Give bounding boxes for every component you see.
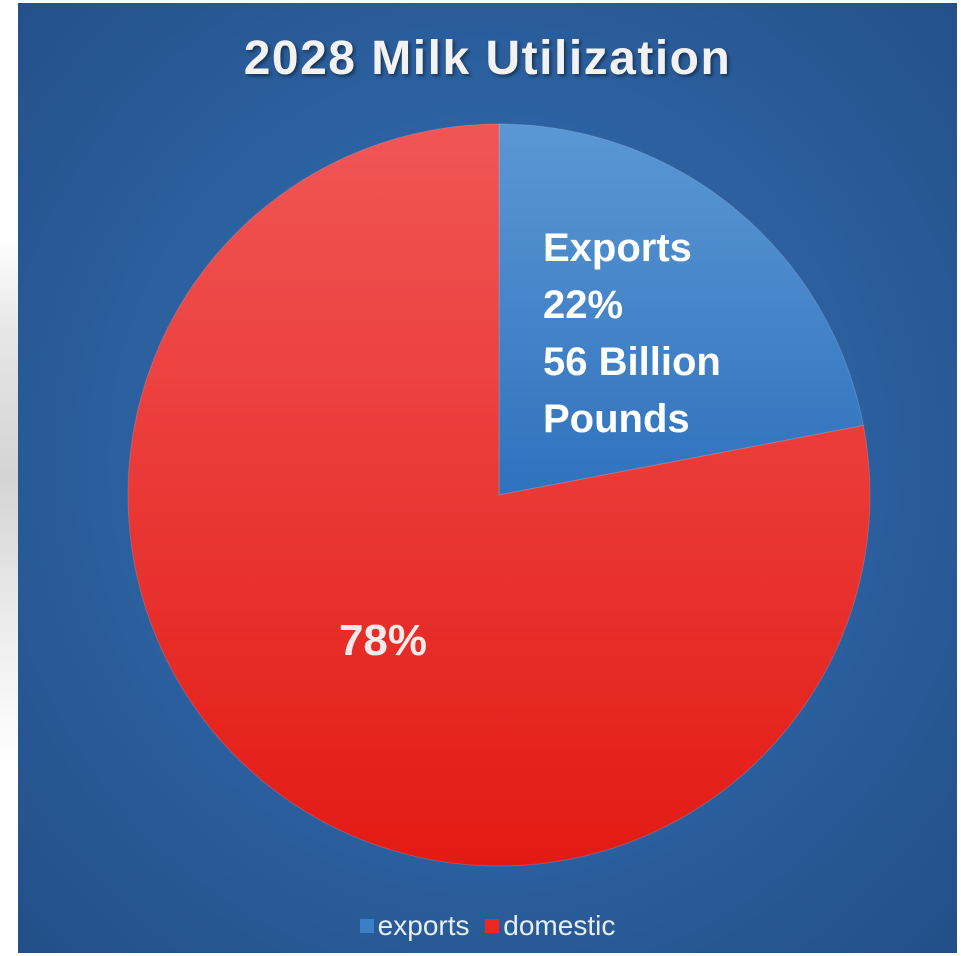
slice-label-exports-line-3: 56 Billion: [543, 340, 721, 384]
legend-swatch-exports: [359, 919, 374, 933]
pie-slice-domestic: [127, 123, 871, 867]
pie-chart: Exports 22% 56 Billion Pounds 78%: [127, 123, 871, 867]
legend-label-domestic: domestic: [503, 910, 616, 941]
legend: exports domestic: [18, 910, 957, 942]
legend-item-exports: exports: [359, 910, 470, 942]
slice-label-exports-line-1: Exports: [543, 226, 692, 270]
slice-label-domestic-line-1: 78%: [339, 616, 427, 665]
slice-label-exports-line-4: Pounds: [543, 397, 690, 441]
chart-panel: 2028 Milk Utilization Exports 22% 56 Billi…: [18, 3, 957, 953]
background-strip: [0, 0, 18, 956]
legend-label-exports: exports: [377, 910, 470, 941]
chart-title: 2028 Milk Utilization: [243, 32, 732, 85]
slice-label-exports-line-2: 22%: [543, 283, 623, 327]
legend-swatch-domestic: [485, 919, 500, 933]
legend-item-domestic: domestic: [485, 910, 615, 942]
pie-slice-exports: [498, 123, 865, 496]
